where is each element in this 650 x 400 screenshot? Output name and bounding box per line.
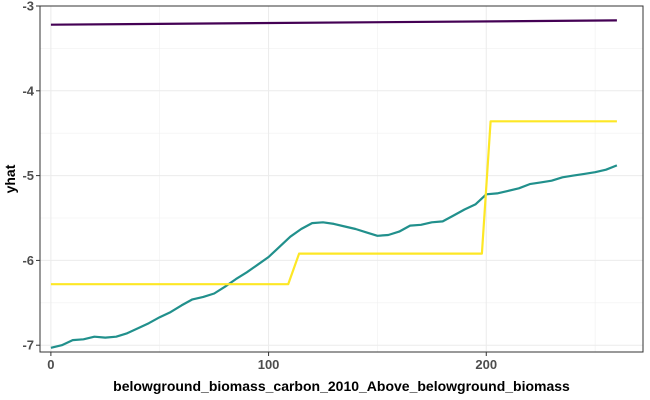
series-line-1 [50, 19, 617, 26]
series-line-3 [50, 120, 617, 286]
x-axis-ticks: 0 100 200 [47, 352, 497, 372]
x-axis-title: belowground_biomass_carbon_2010_Above_be… [113, 378, 570, 394]
series-lines [50, 19, 618, 349]
y-tick-label: -6 [22, 253, 34, 268]
x-tick-label: 0 [47, 357, 54, 372]
series-line-2 [50, 164, 618, 349]
y-tick-label: -3 [22, 0, 34, 14]
y-tick-label: -4 [22, 83, 34, 98]
major-gridlines [40, 5, 643, 352]
y-axis-ticks: -7 -6 -5 -4 -3 [22, 0, 40, 353]
x-tick-label: 200 [475, 357, 497, 372]
plot-panel-border [39, 5, 644, 353]
y-tick-label: -7 [22, 338, 34, 353]
minor-gridlines [40, 6, 643, 352]
y-tick-label: -5 [22, 168, 34, 183]
y-axis-title: yhat [2, 164, 18, 193]
x-tick-label: 100 [258, 357, 280, 372]
